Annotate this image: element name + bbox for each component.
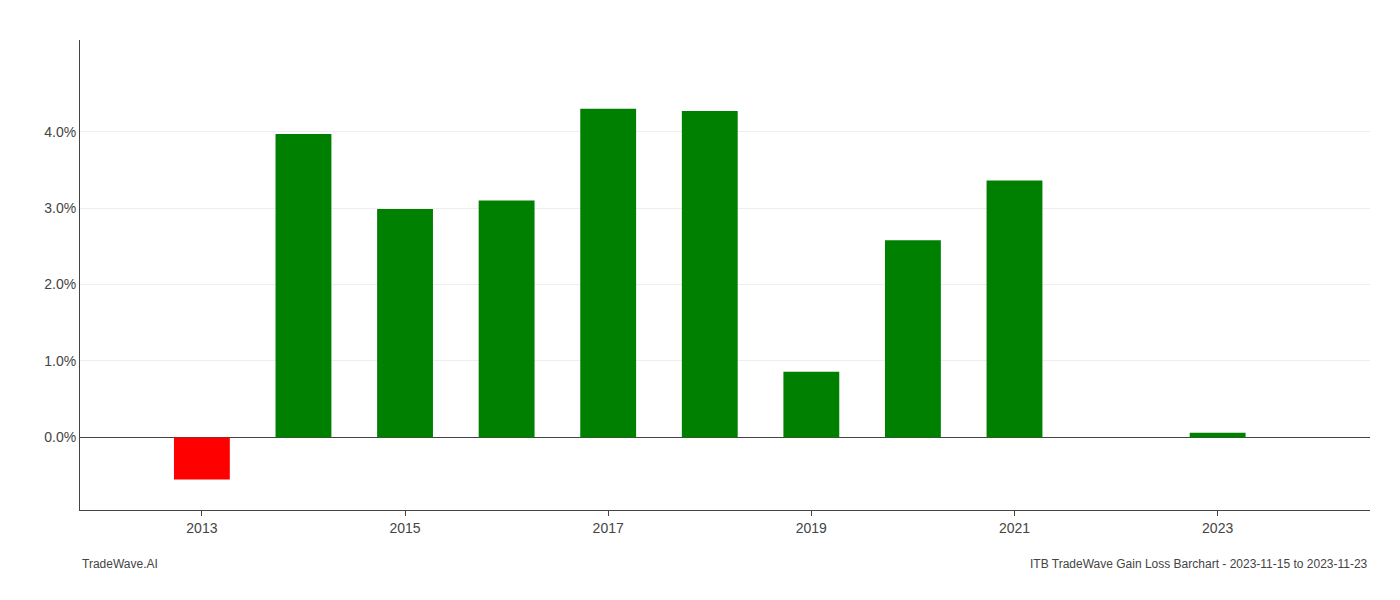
svg-text:2017: 2017 xyxy=(593,520,624,536)
svg-text:2015: 2015 xyxy=(389,520,420,536)
svg-text:2019: 2019 xyxy=(796,520,827,536)
svg-text:TradeWave.AI: TradeWave.AI xyxy=(82,557,158,571)
svg-text:2021: 2021 xyxy=(999,520,1030,536)
svg-text:2013: 2013 xyxy=(186,520,217,536)
svg-text:ITB TradeWave Gain Loss Barcha: ITB TradeWave Gain Loss Barchart - 2023-… xyxy=(1030,557,1368,571)
svg-text:2023: 2023 xyxy=(1202,520,1233,536)
svg-text:1.0%: 1.0% xyxy=(44,353,76,369)
svg-text:0.0%: 0.0% xyxy=(44,429,76,445)
svg-text:2.0%: 2.0% xyxy=(44,276,76,292)
svg-text:3.0%: 3.0% xyxy=(44,200,76,216)
svg-text:4.0%: 4.0% xyxy=(44,124,76,140)
